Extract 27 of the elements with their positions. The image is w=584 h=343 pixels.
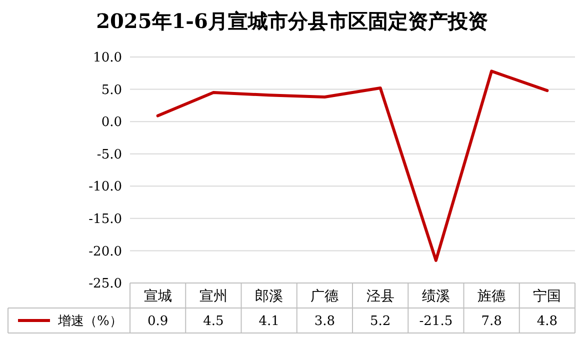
y-tick-label: -25.0: [88, 276, 122, 292]
data-label: 4.8: [536, 314, 558, 330]
y-tick-label: 0.0: [101, 115, 122, 130]
x-tick-label: 旌德: [478, 288, 506, 304]
data-label: 5.2: [370, 314, 391, 330]
x-tick-label: 泾县: [366, 288, 394, 304]
data-label: 3.8: [314, 314, 336, 330]
line-series: [156, 70, 549, 262]
y-tick-label: -20.0: [88, 244, 122, 260]
x-tick-label: 宣州: [199, 288, 228, 304]
data-label: 7.8: [481, 314, 502, 330]
y-tick-label: 10.0: [93, 50, 122, 66]
data-label: 4.5: [203, 314, 224, 330]
x-tick-label: 绩溪: [422, 288, 450, 304]
y-tick-label: 5.0: [101, 82, 122, 98]
x-tick-label: 郎溪: [255, 288, 284, 304]
y-tick-label: -15.0: [88, 212, 122, 227]
x-tick-label: 广德: [310, 288, 339, 304]
data-label: 0.9: [147, 314, 168, 330]
y-tick-label: -5.0: [96, 147, 122, 162]
chart-title: 2025年1-6月宣城市分县市区固定资产投资: [96, 9, 488, 33]
x-tick-label: 宣城: [144, 288, 172, 304]
x-tick-label: 宁国: [533, 288, 562, 304]
data-label: 4.1: [258, 314, 280, 330]
data-label: -21.5: [419, 314, 453, 330]
y-tick-label: -10.0: [88, 180, 122, 195]
legend-label: 增速（%）: [57, 314, 122, 330]
